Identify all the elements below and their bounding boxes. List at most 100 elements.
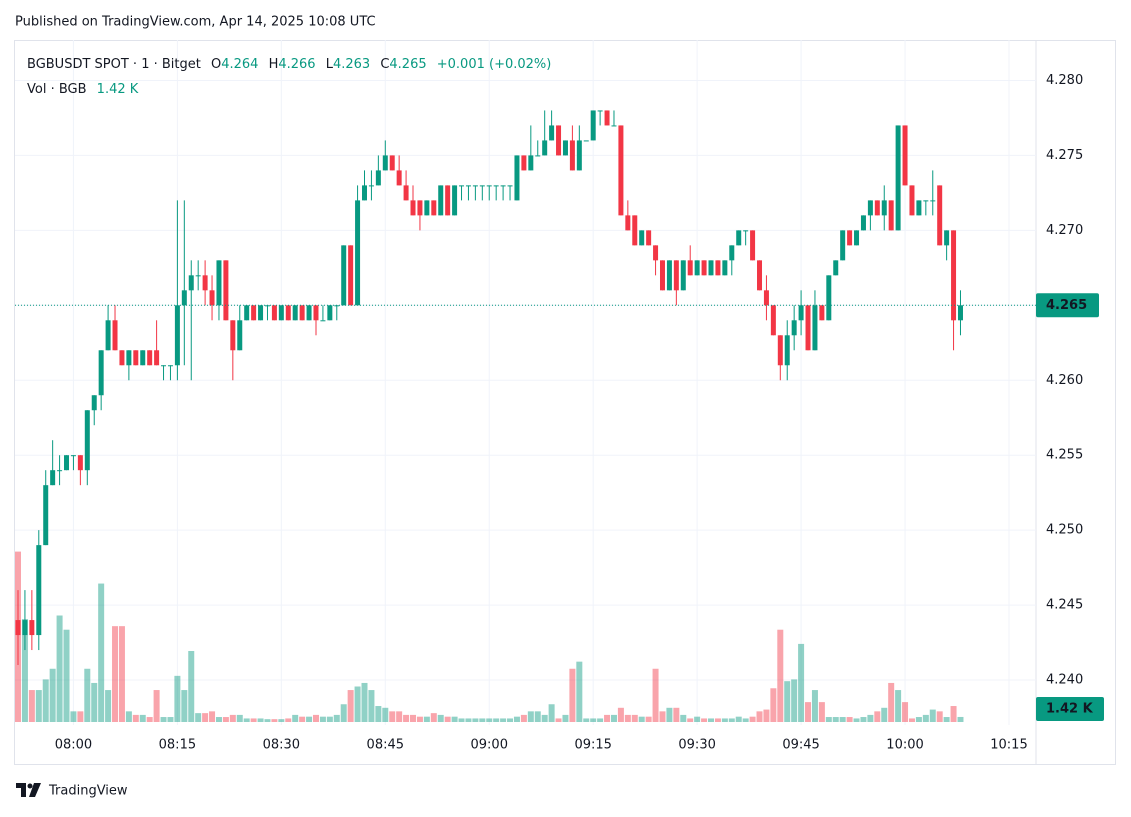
volume-bar xyxy=(680,714,687,722)
volume-bar xyxy=(770,688,777,722)
volume-bar xyxy=(867,714,874,722)
volume-bar xyxy=(694,716,701,722)
x-tick-label: 09:30 xyxy=(678,738,715,753)
volume-bar xyxy=(368,690,375,722)
volume-bar xyxy=(105,690,112,722)
y-tick-label: 4.250 xyxy=(1046,523,1083,538)
volume-bar xyxy=(42,679,49,722)
ohlc-value: 4.264 xyxy=(221,57,258,72)
candle-body xyxy=(562,140,568,156)
candle-body xyxy=(43,485,49,546)
candle-body xyxy=(895,125,901,231)
volume-bar xyxy=(340,704,347,722)
candle-body xyxy=(237,320,243,351)
candle-body xyxy=(951,230,957,321)
axes: 4.240 4.245 4.250 4.255 4.260 4.265 4.270 4.275… xyxy=(15,73,1104,753)
volume-bar xyxy=(742,718,749,722)
volume-bar xyxy=(139,714,146,722)
candle-body xyxy=(84,410,90,471)
volume-bar xyxy=(306,716,313,722)
volume-bar xyxy=(714,718,721,722)
y-tick-label: 4.255 xyxy=(1046,448,1083,463)
candle-body xyxy=(403,185,409,201)
candle-body xyxy=(479,185,485,187)
candle-body xyxy=(916,200,922,216)
candle-body xyxy=(472,185,478,187)
volume-bar xyxy=(583,718,590,722)
volume-bar xyxy=(853,718,860,722)
logo: TradingView xyxy=(16,783,128,799)
volume-bar xyxy=(936,711,943,722)
candle-body xyxy=(597,110,603,112)
volume-bar xyxy=(638,716,645,722)
volume-bar xyxy=(77,711,84,722)
candle-body xyxy=(604,110,610,126)
volume-bar xyxy=(146,717,153,722)
volume-bar xyxy=(91,682,98,722)
volume-bar xyxy=(922,714,929,722)
candle-body xyxy=(770,305,776,336)
ohlc-label: L xyxy=(326,57,334,72)
volume-bar xyxy=(84,668,91,722)
candle-body xyxy=(410,200,416,216)
x-tick-label: 08:30 xyxy=(263,738,300,753)
volume-bar xyxy=(929,709,936,722)
candle-body xyxy=(348,245,354,306)
candle-body xyxy=(666,260,672,291)
logo-mark xyxy=(27,783,33,789)
candle-body xyxy=(119,350,125,366)
grid xyxy=(15,40,1036,725)
candle-body xyxy=(646,230,652,246)
volume-bar xyxy=(250,718,257,722)
volume-bar xyxy=(21,619,28,722)
candle-body xyxy=(528,155,534,171)
volume-bar xyxy=(666,707,673,722)
candle-body xyxy=(867,200,873,216)
volume-bar xyxy=(479,718,486,722)
x-tick-label: 08:15 xyxy=(159,738,196,753)
candle-body xyxy=(140,350,146,366)
candle-body xyxy=(826,275,832,321)
candle-body xyxy=(133,350,139,366)
candle-body xyxy=(209,290,215,306)
volume-bar xyxy=(798,643,805,722)
candle-body xyxy=(320,320,326,322)
volume-bar xyxy=(687,718,694,722)
candle-body xyxy=(167,365,173,367)
volume-bar xyxy=(326,716,333,722)
volume-bar xyxy=(299,716,306,722)
last-volume-box xyxy=(1036,697,1104,721)
volume-bar xyxy=(534,711,541,722)
volume-bar xyxy=(908,718,915,722)
volume-bar xyxy=(555,718,562,722)
volume-bar xyxy=(382,707,389,722)
volume-bar xyxy=(590,718,597,722)
volume-bar xyxy=(513,716,520,722)
volume-bar xyxy=(610,714,617,722)
candle-body xyxy=(847,230,853,246)
candle-body xyxy=(313,305,319,321)
candle-body xyxy=(77,455,83,471)
volume-bar xyxy=(486,718,493,722)
candle-body xyxy=(708,260,714,276)
candle-body xyxy=(930,200,936,202)
candle-body xyxy=(292,305,298,321)
volume-bar xyxy=(500,718,507,722)
candle-body xyxy=(57,470,63,472)
volume-bar xyxy=(728,718,735,722)
candle-body xyxy=(486,185,492,187)
candle-body xyxy=(174,305,180,366)
volume-bar xyxy=(950,706,957,722)
volume-bar xyxy=(229,714,236,722)
candle-body xyxy=(188,275,194,291)
volume-bar xyxy=(520,714,527,722)
volume-bar xyxy=(167,717,174,722)
ohlc-label: O xyxy=(211,57,221,72)
volume-bar xyxy=(749,716,756,722)
candle-body xyxy=(729,245,735,261)
y-tick-label: 4.260 xyxy=(1046,373,1083,388)
candle-body xyxy=(105,320,111,351)
volume-bar xyxy=(604,714,611,722)
volume-bar xyxy=(56,615,63,722)
volume-bar xyxy=(881,707,888,722)
